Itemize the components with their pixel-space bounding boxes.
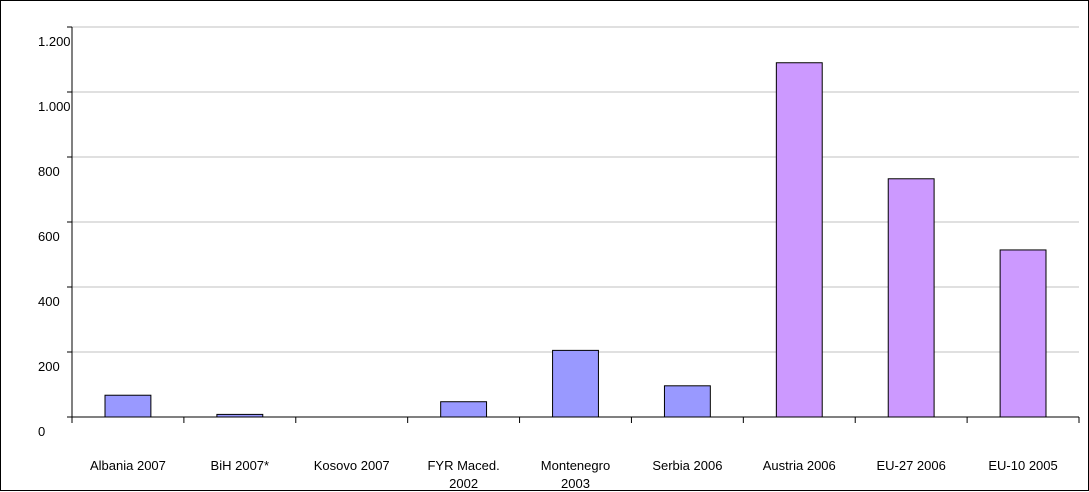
x-tick-label: Kosovo 2007 — [314, 458, 390, 473]
x-tick-label: Montenegro 2003 — [541, 458, 610, 491]
y-tick-label: 400 — [38, 294, 60, 309]
x-tick-label: EU-10 2005 — [988, 458, 1057, 473]
x-tick-label: Albania 2007 — [90, 458, 166, 473]
y-tick-label: 600 — [38, 229, 60, 244]
bar — [440, 401, 488, 418]
bar — [663, 385, 711, 418]
y-tick-label: 200 — [38, 359, 60, 374]
x-tick-label: Serbia 2006 — [652, 458, 722, 473]
x-tick-label: EU-27 2006 — [876, 458, 945, 473]
bar — [775, 62, 823, 418]
y-tick-label: 1.000 — [38, 99, 71, 114]
x-tick-label: BiH 2007* — [211, 458, 270, 473]
bar — [104, 394, 152, 418]
bar — [887, 178, 935, 418]
y-tick-label: 800 — [38, 164, 60, 179]
x-tick-label: FYR Maced. 2002 — [427, 458, 499, 491]
y-tick-label: 0 — [38, 424, 45, 439]
y-tick-label: 1.200 — [38, 34, 71, 49]
bar — [552, 349, 599, 418]
bar — [999, 249, 1047, 418]
x-tick-label: Austria 2006 — [763, 458, 836, 473]
